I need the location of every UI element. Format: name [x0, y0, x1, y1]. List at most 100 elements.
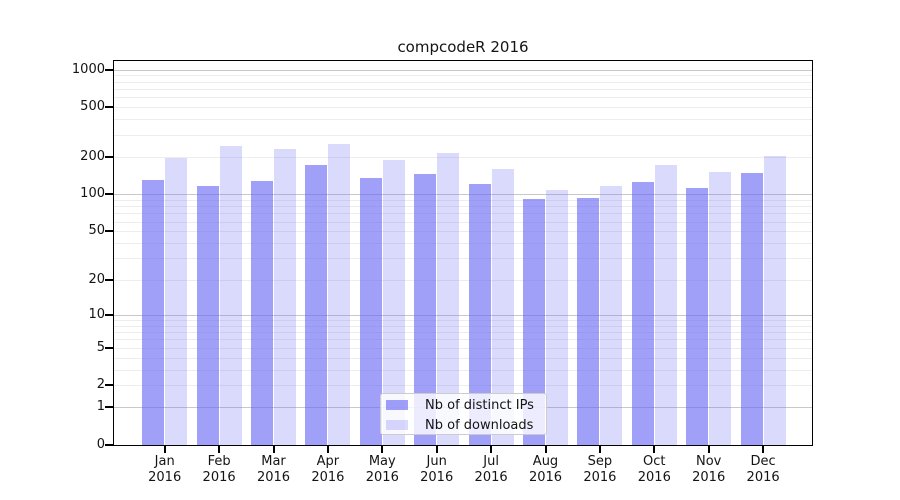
y-axis-tick — [105, 278, 113, 281]
x-label-month: Jul — [483, 454, 499, 469]
x-label-month: Nov — [696, 454, 722, 469]
gridline-minor — [114, 357, 812, 359]
bar-distinct-ips — [305, 164, 328, 445]
x-axis-tick — [490, 446, 493, 453]
y-axis-tick-label: 20 — [88, 271, 105, 287]
bar-downloads — [654, 164, 677, 445]
x-axis-tick-label: Aug 2016 — [514, 454, 578, 486]
x-axis-tick-label: Mar 2016 — [242, 454, 306, 486]
legend-label-downloads: Nb of downloads — [425, 417, 534, 433]
bar-distinct-ips — [740, 172, 763, 445]
y-axis-tick — [105, 68, 113, 71]
y-axis-tick — [105, 346, 113, 349]
bar-distinct-ips — [577, 197, 600, 445]
gridline-minor — [114, 119, 812, 121]
gridline-minor — [114, 231, 812, 233]
y-axis-tick-label: 0 — [96, 437, 105, 452]
x-axis-tick — [653, 446, 656, 453]
x-axis-tick — [707, 446, 710, 453]
y-axis-tick — [105, 106, 113, 109]
x-axis-tick-label: Oct 2016 — [622, 454, 686, 486]
x-axis-tick-label: Dec 2016 — [731, 454, 795, 486]
gridline-minor — [114, 81, 812, 83]
x-label-year: 2016 — [365, 470, 399, 485]
legend-swatch-downloads — [386, 420, 408, 430]
x-label-month: Dec — [750, 454, 776, 469]
x-label-year: 2016 — [311, 470, 345, 485]
legend-label-distinct-ips: Nb of distinct IPs — [425, 397, 534, 413]
legend-entry-downloads: Nb of downloads — [386, 415, 538, 435]
x-axis-tick — [435, 446, 438, 453]
x-axis-tick — [381, 446, 384, 453]
y-axis-tick — [105, 313, 113, 316]
x-label-month: Oct — [643, 454, 666, 469]
bar-distinct-ips — [523, 199, 545, 445]
x-label-year: 2016 — [746, 470, 780, 485]
bar-downloads — [437, 152, 460, 445]
x-axis-tick-label: Nov 2016 — [677, 454, 741, 486]
gridline-major — [114, 69, 812, 71]
gridline-minor — [114, 369, 812, 371]
x-axis-tick-label: May 2016 — [350, 454, 414, 486]
x-label-year: 2016 — [692, 470, 726, 485]
y-axis-tick — [105, 406, 113, 409]
gridline-minor — [114, 206, 812, 208]
gridline-minor — [114, 347, 812, 349]
x-label-month: Apr — [316, 454, 340, 469]
gridline-minor — [114, 75, 812, 77]
x-label-year: 2016 — [148, 470, 182, 485]
bar-distinct-ips — [631, 181, 654, 445]
gridline-minor — [114, 134, 812, 136]
y-axis-tick-label: 500 — [80, 99, 105, 115]
bar-downloads — [546, 190, 568, 445]
y-axis-tick — [105, 155, 113, 158]
bar-distinct-ips — [142, 180, 165, 445]
bar-downloads — [763, 155, 786, 445]
bar-downloads — [328, 144, 351, 445]
x-axis-tick — [762, 446, 765, 453]
chart-title: compcodeR 2016 — [397, 38, 529, 56]
gridline-minor — [114, 97, 812, 99]
gridline-minor — [114, 325, 812, 327]
x-label-year: 2016 — [420, 470, 454, 485]
gridline-minor — [114, 88, 812, 90]
x-label-month: Sep — [587, 454, 613, 469]
x-axis-tick-label: Jul 2016 — [459, 454, 523, 486]
bar-distinct-ips — [196, 186, 219, 445]
x-axis-tick-label: Feb 2016 — [187, 454, 251, 486]
legend-swatch-distinct-ips — [386, 400, 408, 410]
gridline-minor — [114, 279, 812, 281]
bar-distinct-ips — [468, 183, 491, 445]
bar-downloads — [219, 146, 242, 445]
bar-downloads — [491, 169, 514, 445]
x-label-year: 2016 — [583, 470, 617, 485]
bar-downloads — [709, 172, 732, 445]
gridline-minor — [114, 339, 812, 341]
gridline-minor — [114, 199, 812, 201]
gridline-minor — [114, 107, 812, 109]
gridline-minor — [114, 213, 812, 215]
x-label-month: Jun — [426, 454, 447, 469]
x-axis-tick — [326, 446, 329, 453]
x-label-year: 2016 — [202, 470, 236, 485]
y-axis-tick-label: 5 — [96, 339, 105, 355]
x-label-year: 2016 — [637, 470, 671, 485]
legend: Nb of distinct IPs Nb of downloads — [380, 393, 547, 435]
gridline-minor — [114, 243, 812, 245]
x-label-month: Mar — [261, 454, 286, 469]
legend-entry-distinct-ips: Nb of distinct IPs — [386, 395, 538, 415]
x-axis-tick — [163, 446, 166, 453]
bar-distinct-ips — [251, 181, 273, 445]
y-axis-tick-label: 1 — [96, 399, 105, 415]
bar-downloads — [165, 157, 188, 445]
gridline-minor — [114, 332, 812, 333]
plot-area — [113, 60, 813, 446]
x-label-year: 2016 — [474, 470, 508, 485]
bar-downloads — [600, 185, 623, 445]
x-label-month: Aug — [532, 454, 559, 469]
bar-downloads — [274, 149, 296, 445]
bar-distinct-ips — [359, 178, 382, 445]
x-label-month: May — [368, 454, 396, 469]
y-axis-tick-label: 50 — [88, 223, 105, 239]
